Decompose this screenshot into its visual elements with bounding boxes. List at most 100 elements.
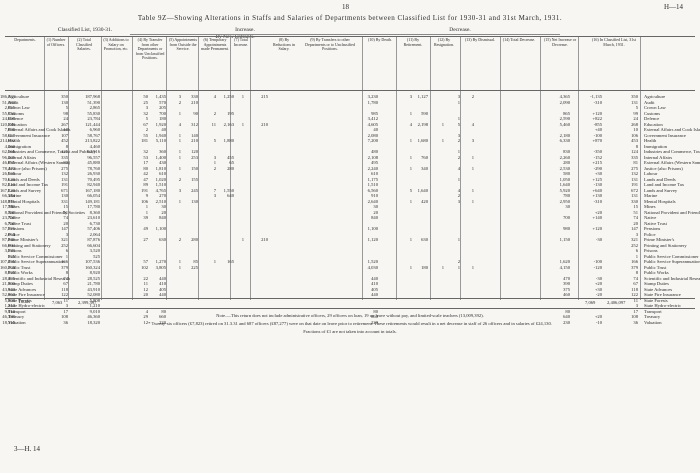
- table-cell: 6: [65, 248, 68, 253]
- table-cell: 1,435: [155, 94, 166, 99]
- table-cell: +870: [592, 138, 602, 143]
- department-row: Agriculture: [8, 94, 30, 99]
- table-cell: 6,960: [89, 127, 100, 132]
- table-cell: 36: [633, 319, 638, 325]
- table-cell: 1: [178, 149, 181, 154]
- table-cell: 480: [371, 149, 378, 154]
- table-cell: 210: [191, 99, 198, 105]
- table-cell: 67: [63, 281, 68, 286]
- department-row: Prisons: [644, 248, 658, 253]
- column-transfers-out-officers: 3 1 4 1 1 1 5 1 1 1: [398, 94, 412, 325]
- department-row: Defence: [644, 116, 660, 121]
- table-cell: 150: [191, 165, 198, 171]
- column-rule: [166, 36, 167, 300]
- table-cell: 30: [373, 204, 378, 209]
- department-row: Public Trust: [8, 264, 31, 270]
- table-cell: 2,064: [89, 231, 100, 237]
- table-cell: 51,390: [87, 99, 100, 105]
- table-cell: 47: [143, 176, 148, 182]
- table-cell: 700: [563, 215, 570, 220]
- department-row: Stamp Duties: [644, 281, 669, 286]
- table-cell: 1,680: [417, 138, 428, 143]
- table-cell: 58,667: [2, 132, 15, 138]
- table-cell: 660: [371, 314, 378, 319]
- department-row: Customs: [8, 110, 25, 116]
- table-cell: 131: [61, 176, 68, 182]
- table-cell: 66,184: [2, 193, 15, 198]
- table-cell: 331: [61, 198, 68, 204]
- department-row: Printing and Stationery: [644, 242, 687, 248]
- column-total-decrease: 4,365 2,090 865 2,590 5,460 2,180 6,330 830 2,26…: [540, 94, 570, 325]
- table-cell: 28,525: [87, 275, 100, 281]
- table-cell: 610: [371, 171, 378, 176]
- table-cell: 52,080: [87, 292, 100, 297]
- table-cell: 21,780: [87, 281, 100, 286]
- table-cell: 3: [178, 187, 181, 193]
- table-cell: 102: [141, 264, 148, 270]
- table-cell: 46,095: [2, 160, 15, 165]
- table-cell: -310: [593, 198, 602, 204]
- column-additions-officers: 50 25 3 32 5 67 2 55 181 32 53 17 80 42 47 89 191 9 106 1 1 3…: [134, 94, 148, 325]
- department-row: Stamp Duties: [8, 281, 33, 286]
- column-rule: [540, 36, 541, 300]
- table-cell: 148,871: [0, 198, 15, 204]
- table-cell: 275: [631, 165, 638, 171]
- table-cell: 910: [371, 193, 378, 198]
- table-cell: 160,324: [85, 264, 100, 270]
- table-cell: 25: [143, 99, 148, 105]
- table-cell: 43,910: [87, 286, 100, 292]
- department-list-right: Agriculture Audit Crown Law Customs Defence E…: [644, 94, 700, 325]
- column-rule: [500, 36, 501, 300]
- table-cell: 186,833: [0, 94, 15, 99]
- table-cell: 3: [145, 105, 148, 110]
- table-cell: 27: [143, 237, 148, 242]
- table-cell: 147: [631, 226, 638, 231]
- table-cell: 570: [159, 99, 166, 105]
- table-cell: 23,784: [87, 116, 100, 121]
- table-cell: 12: [143, 286, 148, 292]
- table-cell: 130: [61, 99, 68, 105]
- table-cell: 17,780: [87, 204, 100, 209]
- table-cell: 1: [178, 138, 181, 143]
- table-cell: 2,510: [155, 198, 166, 204]
- table-cell: +215: [592, 160, 602, 165]
- column-heading: (2) Total Classified Salaries.: [76, 37, 92, 52]
- department-row: Agriculture: [644, 94, 666, 99]
- column-temporary-salaries: 215 210 210: [252, 94, 268, 325]
- department-row: Marine: [644, 193, 658, 198]
- table-cell: 379: [631, 264, 638, 270]
- table-cell: 191: [61, 182, 68, 187]
- table-cell: 43,940: [2, 286, 15, 292]
- department-row: Lands and Survey: [644, 187, 678, 193]
- department-row: External Affairs and Cook Islands: [644, 127, 700, 132]
- table-cell: 6,330: [559, 138, 570, 143]
- table-cell: 1,510: [367, 182, 378, 187]
- table-cell: 66,604: [2, 242, 15, 248]
- table-cell: 160,204: [0, 264, 15, 270]
- table-cell: -100: [593, 259, 602, 264]
- table-cell: +120: [592, 226, 602, 231]
- group-decrease: Decrease.: [449, 27, 471, 33]
- column-officers-1930: 350 130 5 98 24 267 10 107 452 8 125 335 80 275 132 131…: [48, 94, 68, 325]
- table-cell: -350: [593, 149, 602, 154]
- table-cell: 32: [143, 110, 148, 116]
- department-row: National Provident and Friendly Societie…: [644, 209, 700, 215]
- table-cell: 275: [61, 165, 68, 171]
- department-row: Native: [644, 215, 657, 220]
- department-row: Industries and Commerce, Tourist and Pub…: [8, 149, 96, 154]
- department-row: Justice (also Prisons): [644, 165, 683, 171]
- table-cell: 410: [159, 281, 166, 286]
- table-cell: 120,589: [0, 121, 15, 127]
- table-cell: 252: [61, 242, 68, 248]
- table-cell: 1: [409, 138, 412, 143]
- table-cell: 3,230: [367, 94, 378, 99]
- department-row: State Hydro-electric: [8, 303, 46, 308]
- department-row: Scientific and Industrial Research: [8, 275, 71, 281]
- table-cell: 1: [457, 264, 460, 270]
- table-cell: 15: [633, 204, 638, 209]
- table-cell: 20: [143, 292, 148, 297]
- total-officers-1930: 7,063: [52, 300, 63, 305]
- table-cell: 2,064: [4, 231, 15, 237]
- table-cell: 1: [178, 264, 181, 270]
- department-row: Land and Income Tax: [8, 182, 49, 187]
